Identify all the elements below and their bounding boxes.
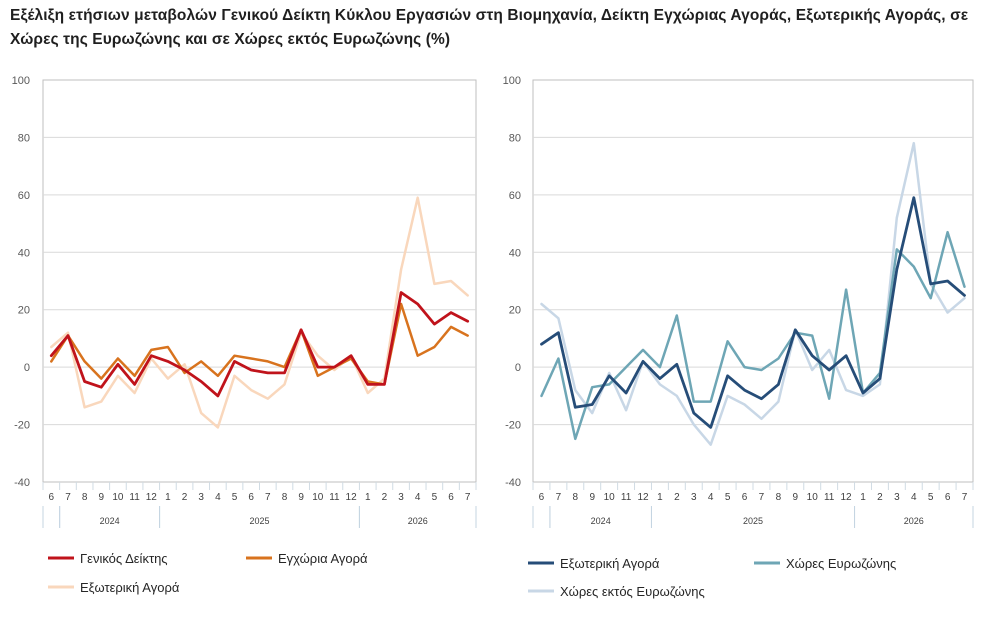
x-tick-label: 7 [65,492,71,503]
year-label: 2025 [743,516,763,526]
x-tick-label: 5 [725,492,731,503]
x-tick-label: 1 [165,492,171,503]
year-label: 2025 [249,516,269,526]
y-tick-label: 60 [18,190,30,202]
series-line-εγχώρια-αγορά [50,302,469,386]
x-tick-label: 5 [432,492,438,503]
x-tick-label: 12 [841,492,853,503]
x-tick-label: 11 [621,492,632,503]
x-tick-label: 6 [742,492,748,503]
x-tick-label: 10 [604,492,616,503]
x-tick-label: 12 [637,492,649,503]
x-tick-label: 6 [49,492,55,503]
x-tick-label: 9 [793,492,799,503]
x-tick-label: 7 [759,492,765,503]
x-tick-label: 4 [215,492,221,503]
series-line-γενικός-δείκτης [49,291,470,398]
x-tick-label: 6 [945,492,951,503]
series-line-χώρες-ευρωζώνης [540,230,966,441]
x-tick-label: 3 [198,492,204,503]
x-tick-label: 9 [298,492,304,503]
x-tick-label: 3 [691,492,697,503]
legend-label: Γενικός Δείκτης [80,551,168,566]
x-tick-label: 7 [265,492,271,503]
x-tick-label: 11 [824,492,835,503]
y-tick-label: -40 [14,477,30,489]
legend-label: Εξωτερική Αγορά [80,580,180,595]
x-tick-label: 1 [657,492,663,503]
legend-label: Εξωτερική Αγορά [560,556,660,571]
x-tick-label: 1 [860,492,866,503]
legend-label: Χώρες εκτός Ευρωζώνης [560,584,705,599]
x-tick-label: 3 [894,492,900,503]
x-tick-label: 2 [674,492,680,503]
y-tick-label: 100 [503,75,521,87]
y-tick-label: -20 [14,420,30,432]
x-tick-label: 2 [182,492,188,503]
x-tick-label: 5 [928,492,934,503]
x-tick-label: 7 [465,492,471,503]
x-tick-label: 8 [573,492,579,503]
y-tick-label: 0 [24,362,30,374]
x-tick-label: 1 [365,492,371,503]
legend-label: Χώρες Ευρωζώνης [786,556,896,571]
year-label: 2024 [591,516,611,526]
plot-area [532,79,974,483]
y-tick-label: 0 [515,362,521,374]
x-tick-label: 6 [248,492,254,503]
chart-title: Εξέλιξη ετήσιων μεταβολών Γενικού Δείκτη… [10,7,969,48]
x-tick-label: 12 [146,492,158,503]
x-tick-label: 5 [232,492,238,503]
year-label: 2026 [408,516,428,526]
year-label: 2024 [100,516,120,526]
x-tick-label: 10 [112,492,124,503]
x-tick-label: 9 [589,492,595,503]
x-tick-label: 6 [448,492,454,503]
y-tick-label: -40 [505,477,521,489]
x-tick-label: 11 [129,492,140,503]
series-line-εξωτερική-αγορά [540,196,966,429]
x-tick-label: 10 [312,492,324,503]
y-tick-label: 40 [18,247,30,259]
y-tick-label: 100 [12,75,30,87]
x-tick-label: 9 [99,492,105,503]
x-tick-label: 2 [382,492,388,503]
y-tick-label: 20 [18,305,30,317]
y-tick-label: 20 [509,305,521,317]
legend-label: Εγχώρια Αγορά [278,551,368,566]
x-tick-label: 3 [398,492,404,503]
x-tick-label: 8 [82,492,88,503]
x-tick-label: 6 [539,492,545,503]
x-tick-label: 4 [415,492,421,503]
x-tick-label: 7 [962,492,968,503]
y-tick-label: -20 [505,420,521,432]
x-tick-label: 2 [877,492,883,503]
x-tick-label: 4 [911,492,917,503]
x-tick-label: 4 [708,492,714,503]
x-tick-label: 11 [329,492,340,503]
x-tick-label: 10 [807,492,819,503]
y-tick-label: 40 [509,247,521,259]
x-tick-label: 8 [776,492,782,503]
year-label: 2026 [904,516,924,526]
x-tick-label: 7 [556,492,562,503]
series-line-χώρες-εκτός-ευρωζώνης [540,141,966,446]
y-tick-label: 60 [509,190,521,202]
x-tick-label: 8 [282,492,288,503]
y-tick-label: 80 [509,132,521,144]
y-tick-label: 80 [18,132,30,144]
series-line-εξωτερική-αγορά [50,196,469,429]
x-tick-label: 12 [346,492,358,503]
